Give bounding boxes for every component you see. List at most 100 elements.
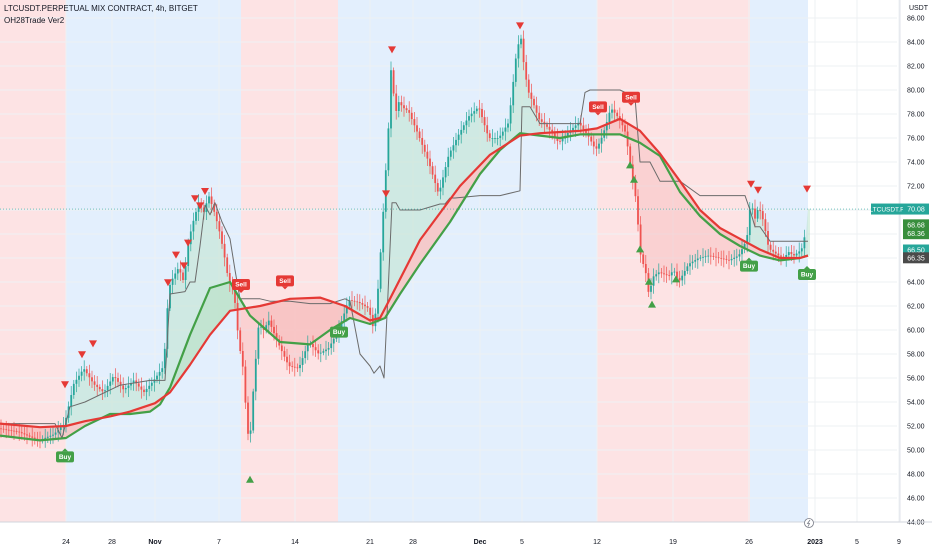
candle-body xyxy=(661,272,663,273)
candle-body xyxy=(601,138,603,144)
price-fill-segment xyxy=(264,305,266,329)
candle-body xyxy=(281,345,283,351)
candle-body xyxy=(520,39,522,45)
y-tick-label: 62.00 xyxy=(907,304,925,311)
candle-body xyxy=(791,252,793,254)
candle-body xyxy=(351,300,353,301)
candle-body xyxy=(572,128,574,130)
candle-body xyxy=(128,385,130,387)
candle-body xyxy=(780,255,782,256)
candle-body xyxy=(775,252,777,254)
x-tick-label: 7 xyxy=(217,539,221,546)
candle-body xyxy=(250,431,252,434)
candle-body xyxy=(772,250,774,252)
currency-label: USDT xyxy=(909,5,929,12)
price-fill-segment xyxy=(644,135,646,269)
y-tick-label: 44.00 xyxy=(907,520,925,527)
candle-body xyxy=(447,157,449,167)
candle-body xyxy=(406,108,408,110)
candle-body xyxy=(148,386,150,389)
price-fill-segment xyxy=(214,207,216,330)
candle-body xyxy=(468,116,470,120)
candle-body xyxy=(705,256,707,257)
price-fill-segment xyxy=(646,138,648,280)
candle-body xyxy=(427,152,429,159)
buy-label-text: Buy xyxy=(743,263,756,270)
candle-body xyxy=(320,353,322,354)
candle-body xyxy=(76,380,78,384)
candle-body xyxy=(299,365,301,368)
candle-body xyxy=(193,221,195,232)
candle-body xyxy=(395,94,397,111)
price-fill-segment xyxy=(328,300,330,349)
candle-body xyxy=(533,99,535,105)
price-fill-segment xyxy=(724,230,726,259)
candle-body xyxy=(403,105,405,108)
candle-body xyxy=(432,166,434,174)
candle-body xyxy=(489,133,491,138)
candle-body xyxy=(445,167,447,177)
candle-body xyxy=(273,327,275,333)
price-fill-segment xyxy=(808,209,810,256)
ma-cloud-segment xyxy=(616,120,618,135)
candle-body xyxy=(411,113,413,119)
price-fill-segment xyxy=(682,184,684,278)
price-fill-segment xyxy=(398,102,400,283)
candle-body xyxy=(31,437,33,438)
candle-body xyxy=(655,274,657,276)
candle-body xyxy=(154,379,156,382)
buy-label-text: Buy xyxy=(59,454,72,461)
candle-body xyxy=(666,274,668,275)
candle-body xyxy=(437,183,439,191)
candle-body xyxy=(312,344,314,347)
candle-body xyxy=(151,383,153,386)
candle-body xyxy=(0,428,2,429)
price-fill-segment xyxy=(732,234,734,259)
candle-body xyxy=(598,144,600,149)
candle-body xyxy=(297,367,299,368)
candle-body xyxy=(538,113,540,120)
candle-body xyxy=(13,431,15,432)
candle-body xyxy=(104,390,106,391)
candle-body xyxy=(70,395,72,406)
candle-body xyxy=(11,430,13,431)
candle-body xyxy=(73,384,75,395)
candle-body xyxy=(24,433,26,434)
candle-body xyxy=(330,344,332,349)
price-fill-segment xyxy=(402,104,404,275)
ma-cloud-segment xyxy=(614,120,616,134)
candle-body xyxy=(177,269,179,273)
background-zone xyxy=(0,0,66,522)
sell-label-text: Sell xyxy=(625,94,637,101)
price-fill-segment xyxy=(208,196,210,338)
candle-body xyxy=(609,113,611,122)
price-fill-segment xyxy=(658,151,660,274)
candle-body xyxy=(122,386,124,390)
price-fill-segment xyxy=(412,116,414,255)
price-fill-segment xyxy=(198,203,200,353)
candle-body xyxy=(739,254,741,256)
price-fill-segment xyxy=(654,147,656,280)
candle-body xyxy=(450,151,452,157)
price-fill-segment xyxy=(30,426,32,437)
candle-body xyxy=(50,436,52,437)
price-fill-segment xyxy=(462,127,464,184)
candle-body xyxy=(102,389,104,391)
candle-body xyxy=(759,210,761,211)
candle-body xyxy=(507,123,509,127)
sell-label-text: Sell xyxy=(279,278,291,285)
candle-body xyxy=(304,351,306,358)
candle-body xyxy=(616,113,618,116)
candle-body xyxy=(96,385,98,387)
price-fill-segment xyxy=(404,107,406,272)
y-tick-label: 84.00 xyxy=(907,40,925,47)
candle-body xyxy=(798,251,800,253)
candle-body xyxy=(476,109,478,111)
candle-body xyxy=(804,237,806,248)
candle-body xyxy=(770,245,772,250)
price-fill-segment xyxy=(666,162,668,275)
candle-body xyxy=(728,260,730,261)
candle-body xyxy=(52,435,54,436)
